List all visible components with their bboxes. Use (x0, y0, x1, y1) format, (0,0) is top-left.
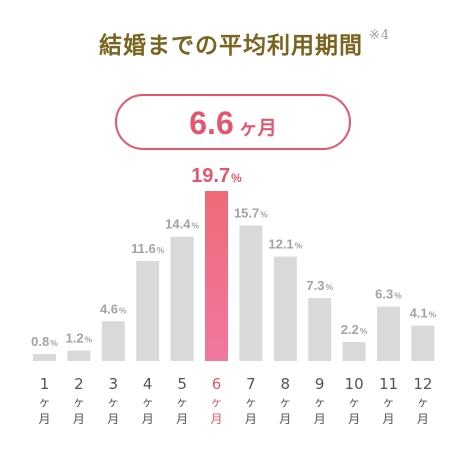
bar (411, 325, 435, 361)
bar-value-suffix: % (295, 241, 303, 251)
x-tick-unit: 月 (107, 412, 119, 426)
x-tick-number: 1 (40, 375, 50, 393)
average-period-badge: 6.6 ヶ月 (115, 94, 351, 150)
bar (170, 236, 194, 361)
x-tick-unit: ヶ (73, 395, 85, 409)
bar-value-suffix: % (50, 338, 58, 348)
x-tick-unit: ヶ (176, 395, 188, 409)
bar-value-label: 6.3% (375, 287, 402, 302)
x-tick-unit: 月 (210, 412, 222, 426)
title-footnote-mark: ※4 (369, 28, 391, 43)
bar-value-label: 11.6% (131, 241, 165, 256)
bar-value-number: 4.6 (100, 301, 118, 316)
x-tick-unit: 月 (38, 412, 50, 426)
bar-value-suffix: % (191, 221, 199, 231)
bar (101, 321, 125, 361)
x-tick-unit: 月 (348, 412, 360, 426)
bar-value-suffix: % (325, 282, 333, 292)
average-period-unit: ヶ月 (238, 117, 277, 139)
bar (273, 256, 297, 361)
bar-value-number: 14.4 (165, 217, 191, 232)
bar-value-suffix: % (231, 171, 242, 185)
bar-value-number: 7.3 (306, 278, 324, 293)
bar-value-label: 4.6% (100, 301, 127, 316)
bar-value-number: 15.7 (234, 206, 259, 221)
x-tick-number: 7 (246, 375, 256, 393)
x-tick-unit: 月 (73, 412, 85, 426)
bar-value-label: 15.7% (234, 206, 268, 221)
x-tick-unit: ヶ (382, 395, 394, 409)
bar-value-number: 4.1 (410, 306, 428, 321)
bar-value-suffix: % (85, 335, 93, 345)
chart-title: 結婚までの平均利用期間 ※4 (99, 26, 389, 60)
bar-value-label: 14.4% (165, 217, 199, 232)
x-tick-unit: 月 (314, 412, 326, 426)
x-tick-unit: ヶ (142, 395, 154, 409)
x-tick-unit: ヶ (279, 395, 291, 409)
bar (67, 350, 91, 361)
x-tick-unit: ヶ (314, 395, 326, 409)
bar-highlighted (205, 191, 228, 361)
bar (136, 260, 160, 361)
bar-value-number: 11.6 (131, 241, 156, 256)
x-tick-unit: 月 (245, 412, 257, 426)
x-tick-number: 3 (109, 375, 119, 393)
x-tick-unit: ヶ (348, 395, 360, 409)
x-tick-number: 5 (177, 375, 187, 393)
average-period-value: 6.6 (189, 105, 234, 141)
x-tick-unit: 月 (176, 412, 188, 426)
bar (377, 306, 400, 361)
x-tick-unit: ヶ (38, 395, 50, 409)
x-tick-number: 8 (281, 375, 291, 393)
bar-value-label: 1.2% (66, 331, 93, 346)
bar-value-suffix: % (260, 210, 268, 220)
bar-value-suffix: % (157, 245, 165, 255)
bar-value-number: 0.8 (31, 334, 49, 349)
bar-value-label: 2.2% (341, 322, 368, 337)
bar (308, 298, 332, 361)
bar-value-label: 0.8% (31, 334, 58, 349)
x-tick-number: 6 (212, 375, 222, 393)
x-tick-unit: 月 (382, 412, 394, 426)
bar-value-suffix: % (119, 305, 127, 315)
bar-value-label: 4.1% (410, 306, 437, 321)
x-tick-unit: ヶ (417, 395, 429, 409)
bar-value-number: 19.7 (191, 165, 230, 187)
x-tick-number: 9 (315, 375, 325, 393)
x-tick-unit: 月 (417, 412, 429, 426)
bar (33, 354, 56, 361)
chart-title-text: 結婚までの平均利用期間 (99, 32, 363, 59)
bar-value-label: 19.7% (191, 165, 242, 187)
bar (342, 342, 366, 361)
bar-value-suffix: % (360, 326, 368, 336)
bars-group (33, 191, 435, 361)
bar-value-label: 12.1% (268, 237, 302, 252)
x-tick-number: 10 (345, 375, 364, 393)
value-labels-group: 0.8% 1.2%4.6%11.6%14.4%19.7%15.7%12.1%7.3… (31, 165, 436, 349)
x-tick-unit: ヶ (210, 395, 222, 409)
bar-value-suffix: % (394, 291, 402, 301)
x-tick-unit: ヶ (245, 395, 257, 409)
x-tick-number: 4 (143, 375, 153, 393)
x-tick-unit: 月 (279, 412, 291, 426)
x-tick-unit: 月 (142, 412, 154, 426)
x-tick-unit: ヶ (107, 395, 119, 409)
x-tick-number: 11 (379, 375, 398, 393)
bar-value-number: 1.2 (66, 331, 84, 346)
x-tick-number: 2 (74, 375, 84, 393)
x-tick-number: 12 (413, 375, 432, 393)
bar (239, 225, 263, 361)
bar-value-number: 12.1 (268, 237, 293, 252)
bar-value-suffix: % (429, 310, 437, 320)
title-area: 結婚までの平均利用期間 ※4 (0, 26, 462, 60)
bar-value-number: 2.2 (341, 322, 359, 337)
bar-value-label: 7.3% (306, 278, 333, 293)
bar-value-number: 6.3 (375, 287, 393, 302)
